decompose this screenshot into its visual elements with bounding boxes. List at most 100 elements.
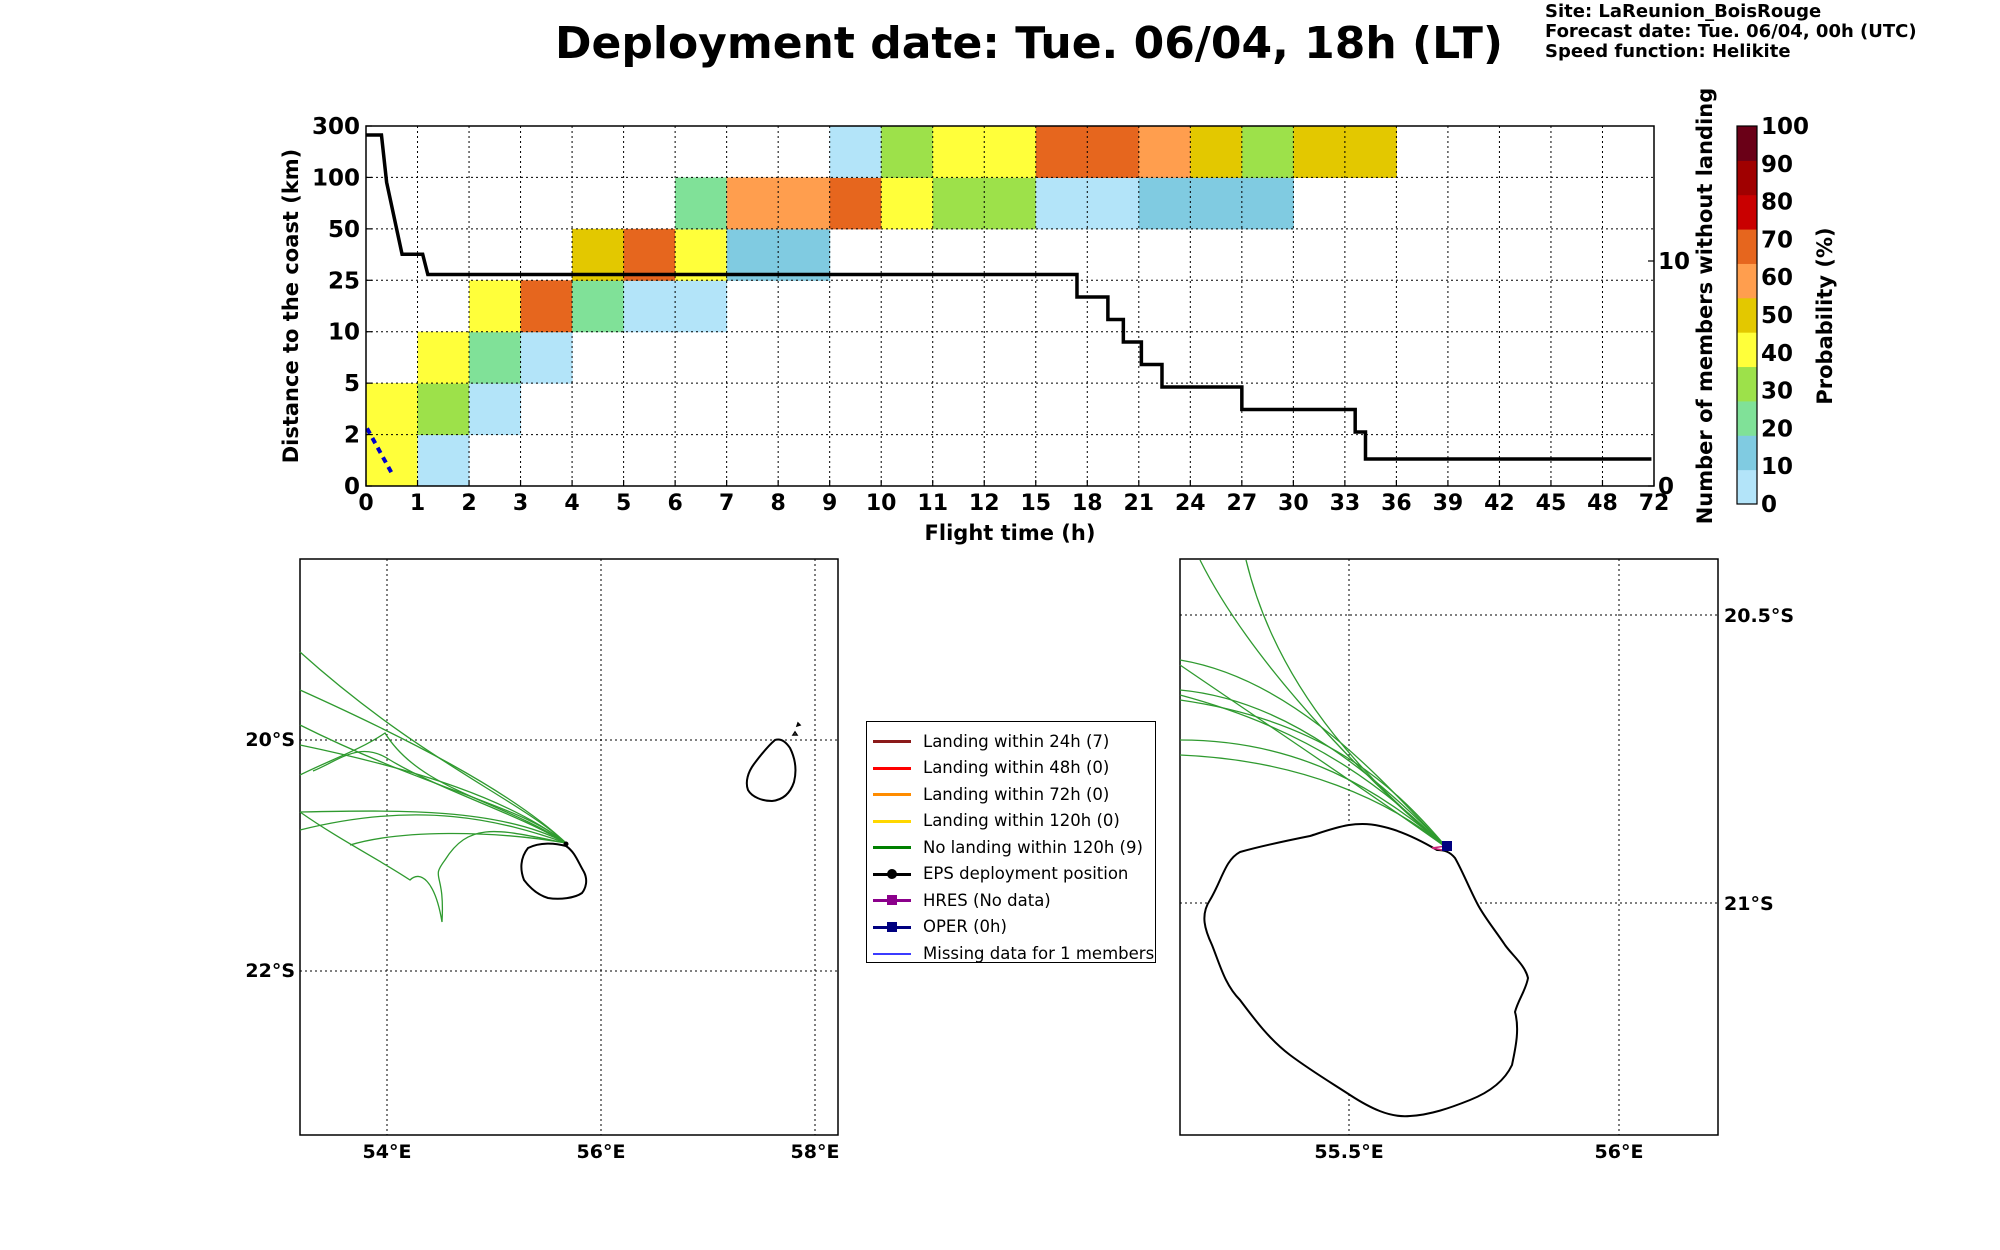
colorbar-tick-label: 20 [1761,416,1793,442]
trajectory-line [1179,754,1448,849]
heatmap-cell [778,177,831,230]
heatmap-cell [829,126,882,178]
small-islet [791,721,802,736]
x-tick-label: 0 [358,491,373,516]
heatmap-cell [675,228,728,281]
heatmap-cell [572,280,625,333]
legend-item: Missing data for 1 members [873,940,1154,967]
legend-label: Landing within 72h (0) [923,784,1110,804]
x-tick-label: 33 [1330,491,1361,516]
y-tick-label: 300 [312,114,360,140]
map1-lon-label: 58°E [791,1141,840,1163]
trajectory-line [299,651,567,844]
y-tick-label: 0 [344,474,360,500]
legend-item: OPER (0h) [873,914,1147,941]
y2-ticks: 0 10 [1648,249,1690,500]
colorbar-swatch [1737,263,1757,299]
members-series [365,133,1652,475]
colorbar-swatch [1737,332,1757,368]
heatmap-cell [778,228,831,281]
legend-label: Landing within 24h (7) [923,731,1110,751]
info-block: Site: LaReunion_BoisRouge Forecast date:… [1545,2,1917,62]
heatmap-cell [469,280,522,333]
x-tick-label: 21 [1123,491,1154,516]
legend-swatch [873,946,911,960]
y-tick-label: 5 [344,371,360,397]
heatmap-cell [726,228,779,281]
x-tick-label: 15 [1020,491,1051,516]
trajectory-line [1179,659,1448,849]
colorbar-tick-label: 60 [1761,265,1793,291]
oper-marker [1442,841,1452,851]
heatmap-cell [1138,177,1191,230]
legend-item: EPS deployment position [873,861,1147,888]
mauritius-island-outline [745,738,797,803]
heatmap-cell [1241,177,1294,230]
colorbar-swatch [1737,126,1757,161]
x-tick-label: 9 [822,491,837,516]
heatmap-cell [675,280,728,333]
legend-item: Landing within 48h (0) [873,755,1147,782]
map2-lat-label: 21°S [1724,893,1774,915]
map2-lon-label: 56°E [1595,1141,1644,1163]
page-title: Deployment date: Tue. 06/04, 18h (LT) [555,18,1503,69]
trajectory-line [299,810,567,844]
plot-frame [365,125,1655,487]
colorbar-swatch [1737,469,1757,505]
x-tick-label: 18 [1072,491,1103,516]
heatmap-cell [572,228,625,281]
colorbar-tick-label: 70 [1761,227,1793,253]
legend-swatch [873,893,911,907]
legend-label: EPS deployment position [923,864,1129,884]
heatmap-cell [984,177,1037,230]
colorbar-tick-label: 90 [1761,152,1793,178]
y2-axis-label: Number of members without landing [1693,88,1717,525]
heatmap-cell [881,126,934,178]
heatmap-cell [932,177,985,230]
members-without-landing-line [366,133,1652,461]
zoom-map: 55.5°E 56°E 20.5°S 21°S [1179,558,1794,1163]
colorbar-frame [1736,125,1758,505]
heatmap-cell [675,177,728,230]
colorbar-swatch [1737,194,1757,230]
site-label: Site: LaReunion_BoisRouge [1545,1,1822,22]
trajectory-line [299,689,567,844]
trajectory-line [1179,664,1448,849]
trajectory-line [299,732,567,844]
heatmap-cell [829,177,882,230]
heatmap-cell [1190,177,1243,230]
legend-label: Landing within 48h (0) [923,758,1110,778]
overview-map: 54°E 56°E 58°E 20°S 22°S [245,558,840,1163]
y2-tick-label: 10 [1658,249,1690,275]
heatmap-cell [984,126,1037,178]
y-tick-label: 2 [344,423,360,449]
heatmap-cell [417,383,470,436]
legend-swatch [873,840,911,854]
colorbar-tick-label: 100 [1761,114,1809,140]
heatmap-cell [469,383,522,436]
x-tick-label: 10 [866,491,897,516]
legend-swatch [873,814,911,828]
x-tick-label: 24 [1175,491,1206,516]
trajectory-line [312,750,567,844]
y-tick-label: 10 [328,320,360,346]
map1-grid [300,559,838,1135]
trajectory-line [1179,699,1448,849]
oper-distance-line [365,427,394,475]
legend-item: HRES (No data) [873,887,1147,914]
x-tick-label: 11 [917,491,948,516]
colorbar: 0 10 20 30 40 50 60 70 80 90 100 [1736,114,1809,518]
map1-trajectories [299,651,567,923]
x-tick-label: 8 [771,491,786,516]
legend-label: Missing data for 1 members [923,943,1155,963]
legend-swatch [873,734,911,748]
heatmap-cell [1035,177,1088,230]
y-tick-label: 50 [328,217,360,243]
heatmap-cell [1138,126,1191,178]
legend-swatch [873,787,911,801]
forecast-label: Forecast date: Tue. 06/04, 00h (UTC) [1545,21,1917,42]
heatmap-cell [1035,126,1088,178]
x-tick-label: 27 [1227,491,1258,516]
colorbar-tick-label: 30 [1761,379,1793,405]
y2-tick-label: 0 [1658,474,1674,500]
